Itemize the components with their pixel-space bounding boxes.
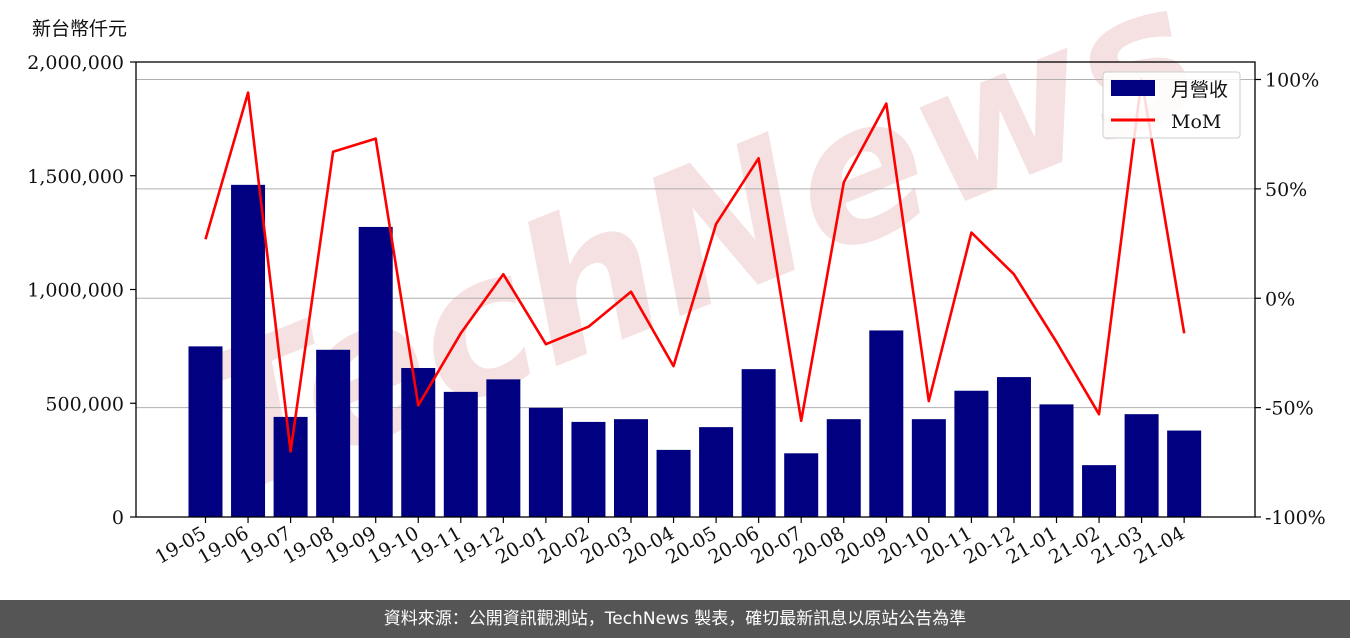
bar-21-03: [1124, 414, 1159, 517]
bar-19-06: [231, 184, 266, 517]
y-right-tick-label-2: 0%: [1265, 288, 1295, 310]
source-footer: 資料來源：公開資訊觀測站，TechNews 製表，確切最新訊息以原站公告為準: [0, 600, 1350, 638]
bar-19-07: [273, 416, 308, 517]
bar-19-09: [358, 226, 393, 517]
bar-20-09: [869, 330, 904, 517]
bar-21-02: [1082, 465, 1117, 517]
legend-label-revenue: 月營收: [1171, 79, 1228, 101]
y-axis-unit-label: 新台幣仟元: [32, 18, 128, 40]
bar-19-10: [401, 367, 436, 517]
bar-series: [188, 184, 1202, 517]
legend-label-mom: MoM: [1171, 111, 1221, 133]
bar-20-06: [741, 369, 776, 517]
bar-21-04: [1167, 430, 1202, 517]
bar-21-01: [1039, 404, 1074, 517]
y-left-tick-label-3: 1,500,000: [27, 166, 124, 188]
bar-20-02: [571, 421, 606, 517]
y-right-tick-label-1: -50%: [1265, 398, 1314, 420]
bar-19-05: [188, 346, 223, 517]
bar-20-04: [656, 449, 691, 517]
mom-line: [204, 78, 1186, 453]
bar-19-12: [486, 379, 521, 517]
bar-20-12: [996, 377, 1031, 517]
bar-19-11: [443, 391, 478, 517]
bar-20-01: [528, 407, 563, 517]
bar-20-03: [614, 419, 648, 517]
legend: 月營收 MoM: [1102, 71, 1241, 139]
bar-20-10: [911, 419, 946, 517]
bar-20-07: [784, 453, 819, 517]
y-left-tick-label-0: 0: [112, 507, 124, 529]
bar-20-11: [954, 390, 989, 517]
y-right-tick-label-3: 50%: [1265, 179, 1307, 201]
y-left-tick-label-2: 1,000,000: [27, 280, 124, 302]
legend-bar-swatch: [1111, 80, 1155, 96]
y-left-tick-label-1: 500,000: [45, 393, 124, 415]
bar-20-05: [699, 427, 734, 517]
bar-19-08: [316, 349, 351, 517]
y-right-tick-label-0: -100%: [1265, 507, 1326, 529]
y-left-tick-label-4: 2,000,000: [27, 52, 124, 74]
bar-20-08: [826, 419, 861, 517]
y-right-tick-label-4: 100%: [1265, 70, 1319, 92]
revenue-chart: TechNews 0500,0001,000,0001,500,0002,000…: [27, 0, 1326, 569]
